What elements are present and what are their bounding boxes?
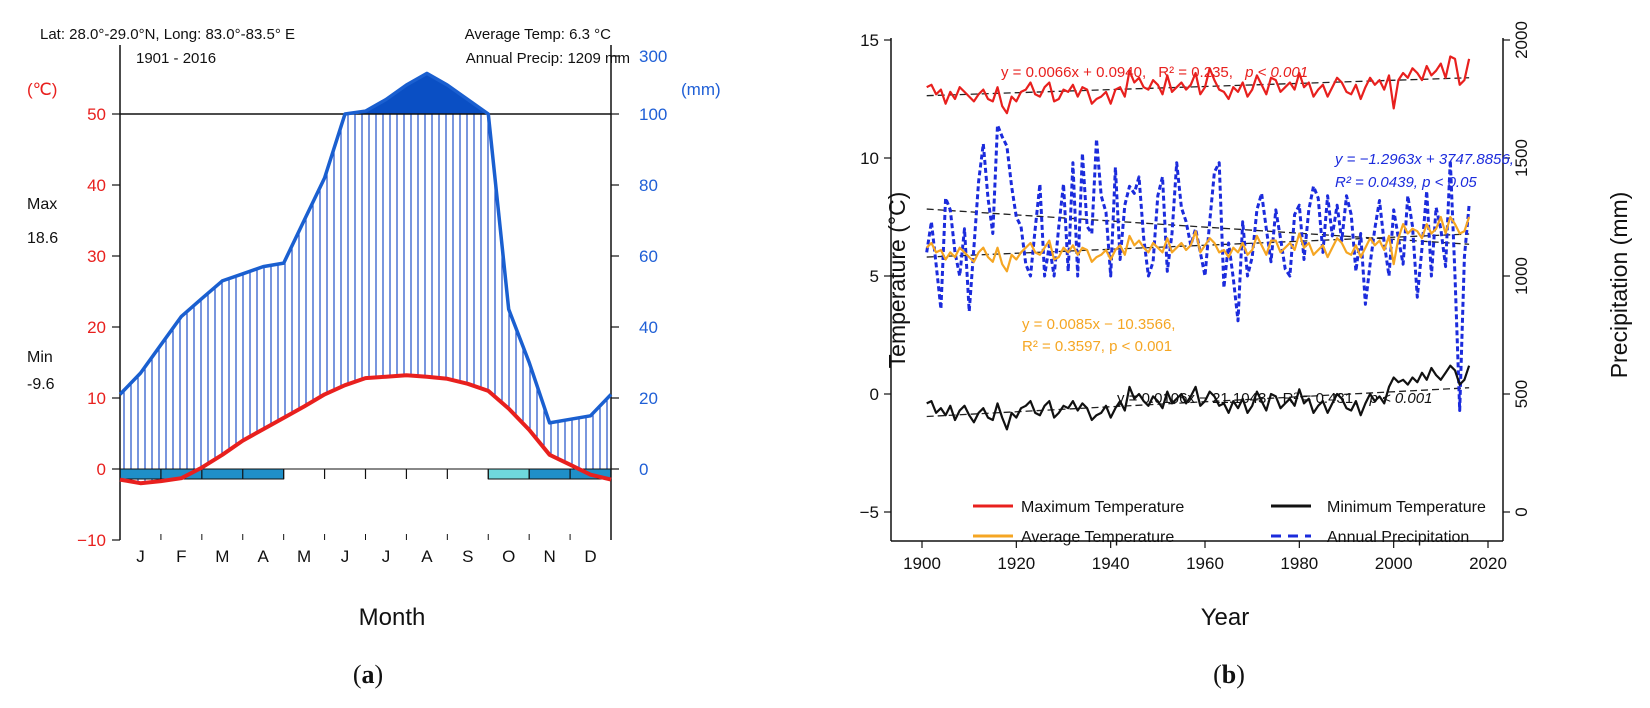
a-month-label: A <box>258 547 270 566</box>
a-precipitation-curve <box>118 71 613 425</box>
b-right-tick-label: 2000 <box>1512 21 1531 59</box>
a-min-value: -9.6 <box>27 376 55 393</box>
b-x-tick-label: 1900 <box>903 554 941 573</box>
a-location-label: Lat: 28.0°-29.0°N, Long: 83.0°-83.5° E <box>40 26 295 43</box>
svg-text:y = 0.0106x − 21.1043,: y = 0.0106x − 21.1043, R² = 0.431, p < 0… <box>1117 390 1432 407</box>
b-x-tick-label: 1980 <box>1280 554 1318 573</box>
a-precip-tick-label: 80 <box>639 176 658 195</box>
b-trendline-2 <box>926 387 1470 418</box>
b-x-tick-label: 1920 <box>997 554 1035 573</box>
a-temp-tick-label: −10 <box>77 531 106 550</box>
b-min-p: p < 0.001 <box>1368 390 1432 407</box>
svg-text:(a): (a) <box>353 660 383 689</box>
b-panel-letter: b <box>1222 660 1236 689</box>
b-avg-eq-line1: y = 0.0085x − 10.3566, <box>1022 316 1175 333</box>
a-max-value: 18.6 <box>27 230 58 247</box>
a-x-axis-title: Month <box>359 604 426 631</box>
b-avg-eq-line2: R² = 0.3597, p < 0.001 <box>1022 338 1172 355</box>
a-temp-tick-label: 50 <box>87 105 106 124</box>
a-temperature-curve <box>119 373 612 486</box>
b-panel-label: (b) <box>1213 660 1245 689</box>
a-month-label: J <box>136 547 145 566</box>
legend-label-avg: Average Temperature <box>1021 529 1174 546</box>
a-month-label: J <box>382 547 391 566</box>
a-precip-tick-label: 300 <box>639 47 667 66</box>
b-left-tick-label: 0 <box>870 385 879 404</box>
a-month-label: M <box>297 547 311 566</box>
a-dry-bar-1 <box>487 468 530 480</box>
b-right-axis-title: Precipitation (mm) <box>1606 192 1632 379</box>
b-left-axis-title: Temperature (°C) <box>884 192 910 369</box>
a-temp-tick-label: 30 <box>87 247 106 266</box>
b-max-eq: y = 0.0066x + 0.0940, <box>1001 64 1146 81</box>
a-min-label: Min <box>27 349 53 366</box>
b-left-tick-label: −5 <box>860 503 879 522</box>
a-month-label: D <box>584 547 596 566</box>
b-min-eq: y = 0.0106x − 21.1043, <box>1117 390 1270 407</box>
a-precip-tick-label: 20 <box>639 389 658 408</box>
b-series-minimum-temperature <box>926 364 1471 431</box>
a-month-label: O <box>502 547 515 566</box>
svg-text:(b): (b) <box>1213 660 1245 689</box>
a-month-label: A <box>421 547 433 566</box>
b-precip-eq-line1: y = −1.2963x + 3747.8856, <box>1334 151 1514 168</box>
b-x-axis-title: Year <box>1201 604 1250 631</box>
a-month-label: N <box>543 547 555 566</box>
legend-label-max: Maximum Temperature <box>1021 499 1184 516</box>
a-precip-tick-label: 100 <box>639 105 667 124</box>
svg-text:y = 0.0066x + 0.0940,: y = 0.0066x + 0.0940, R² = 0.235, p < 0.… <box>1001 64 1308 81</box>
b-min-equation: y = 0.0106x − 21.1043, R² = 0.431, p < 0… <box>1117 390 1432 407</box>
b-x-tick-label: 2020 <box>1469 554 1507 573</box>
b-right-tick-label: 0 <box>1512 507 1531 516</box>
a-precip-tick-label: 40 <box>639 318 658 337</box>
a-max-label: Max <box>27 196 57 213</box>
a-month-label: F <box>176 547 186 566</box>
a-precip-tick-label: 0 <box>639 460 648 479</box>
a-precip-tick-label: 60 <box>639 247 658 266</box>
a-avg-temp-label: Average Temp: 6.3 °C <box>465 26 612 43</box>
b-max-equation: y = 0.0066x + 0.0940, R² = 0.235, p < 0.… <box>1001 64 1308 81</box>
b-max-r2: R² = 0.235, <box>1158 64 1233 81</box>
a-period-label: 1901 - 2016 <box>136 50 216 67</box>
a-panel-label: (a) <box>353 660 383 689</box>
a-month-label: M <box>215 547 229 566</box>
a-humid-solid-area <box>120 73 611 114</box>
b-series-average-temperature <box>925 215 1471 273</box>
b-series-maximum-temperature <box>926 55 1471 115</box>
b-precip-eq-line2: R² = 0.0439, p < 0.05 <box>1335 174 1477 191</box>
a-month-label: S <box>462 547 473 566</box>
b-x-tick-label: 2000 <box>1375 554 1413 573</box>
panel-b-time-series: −5 0 5 10 15 0 500 1000 1500 2000 1900 1920 1940 1960… <box>860 21 1632 689</box>
a-temp-tick-label: 10 <box>87 389 106 408</box>
panel-a-climate-diagram: −10 0 10 20 30 40 50 0 20 40 60 80 100 300 J F M A M J J A S O N… <box>27 26 721 689</box>
a-humid-hatch <box>123 114 608 483</box>
a-annual-precip-label: Annual Precip: 1209 mm <box>466 50 630 67</box>
a-temp-tick-label: 20 <box>87 318 106 337</box>
b-x-tick-label: 1940 <box>1092 554 1130 573</box>
b-x-tick-label: 1960 <box>1186 554 1224 573</box>
b-legend: Maximum Temperature Minimum Temperature … <box>973 499 1486 546</box>
legend-label-min: Minimum Temperature <box>1327 499 1486 516</box>
b-right-tick-label: 1500 <box>1512 139 1531 177</box>
b-max-p: p < 0.001 <box>1244 64 1308 81</box>
a-right-unit-label: (mm) <box>681 80 721 99</box>
legend-label-precip: Annual Precipitation <box>1327 529 1469 546</box>
a-panel-letter: a <box>362 660 375 689</box>
a-month-label: J <box>341 547 350 566</box>
b-right-tick-label: 500 <box>1512 380 1531 408</box>
b-left-tick-label: 5 <box>870 267 879 286</box>
b-left-tick-label: 10 <box>860 149 879 168</box>
a-temp-tick-label: 40 <box>87 176 106 195</box>
b-left-tick-label: 15 <box>860 31 879 50</box>
b-right-tick-label: 1000 <box>1512 257 1531 295</box>
b-min-r2: R² = 0.431, <box>1283 390 1358 407</box>
a-temp-tick-label: 0 <box>97 460 106 479</box>
a-left-unit-label: (℃) <box>27 80 57 99</box>
